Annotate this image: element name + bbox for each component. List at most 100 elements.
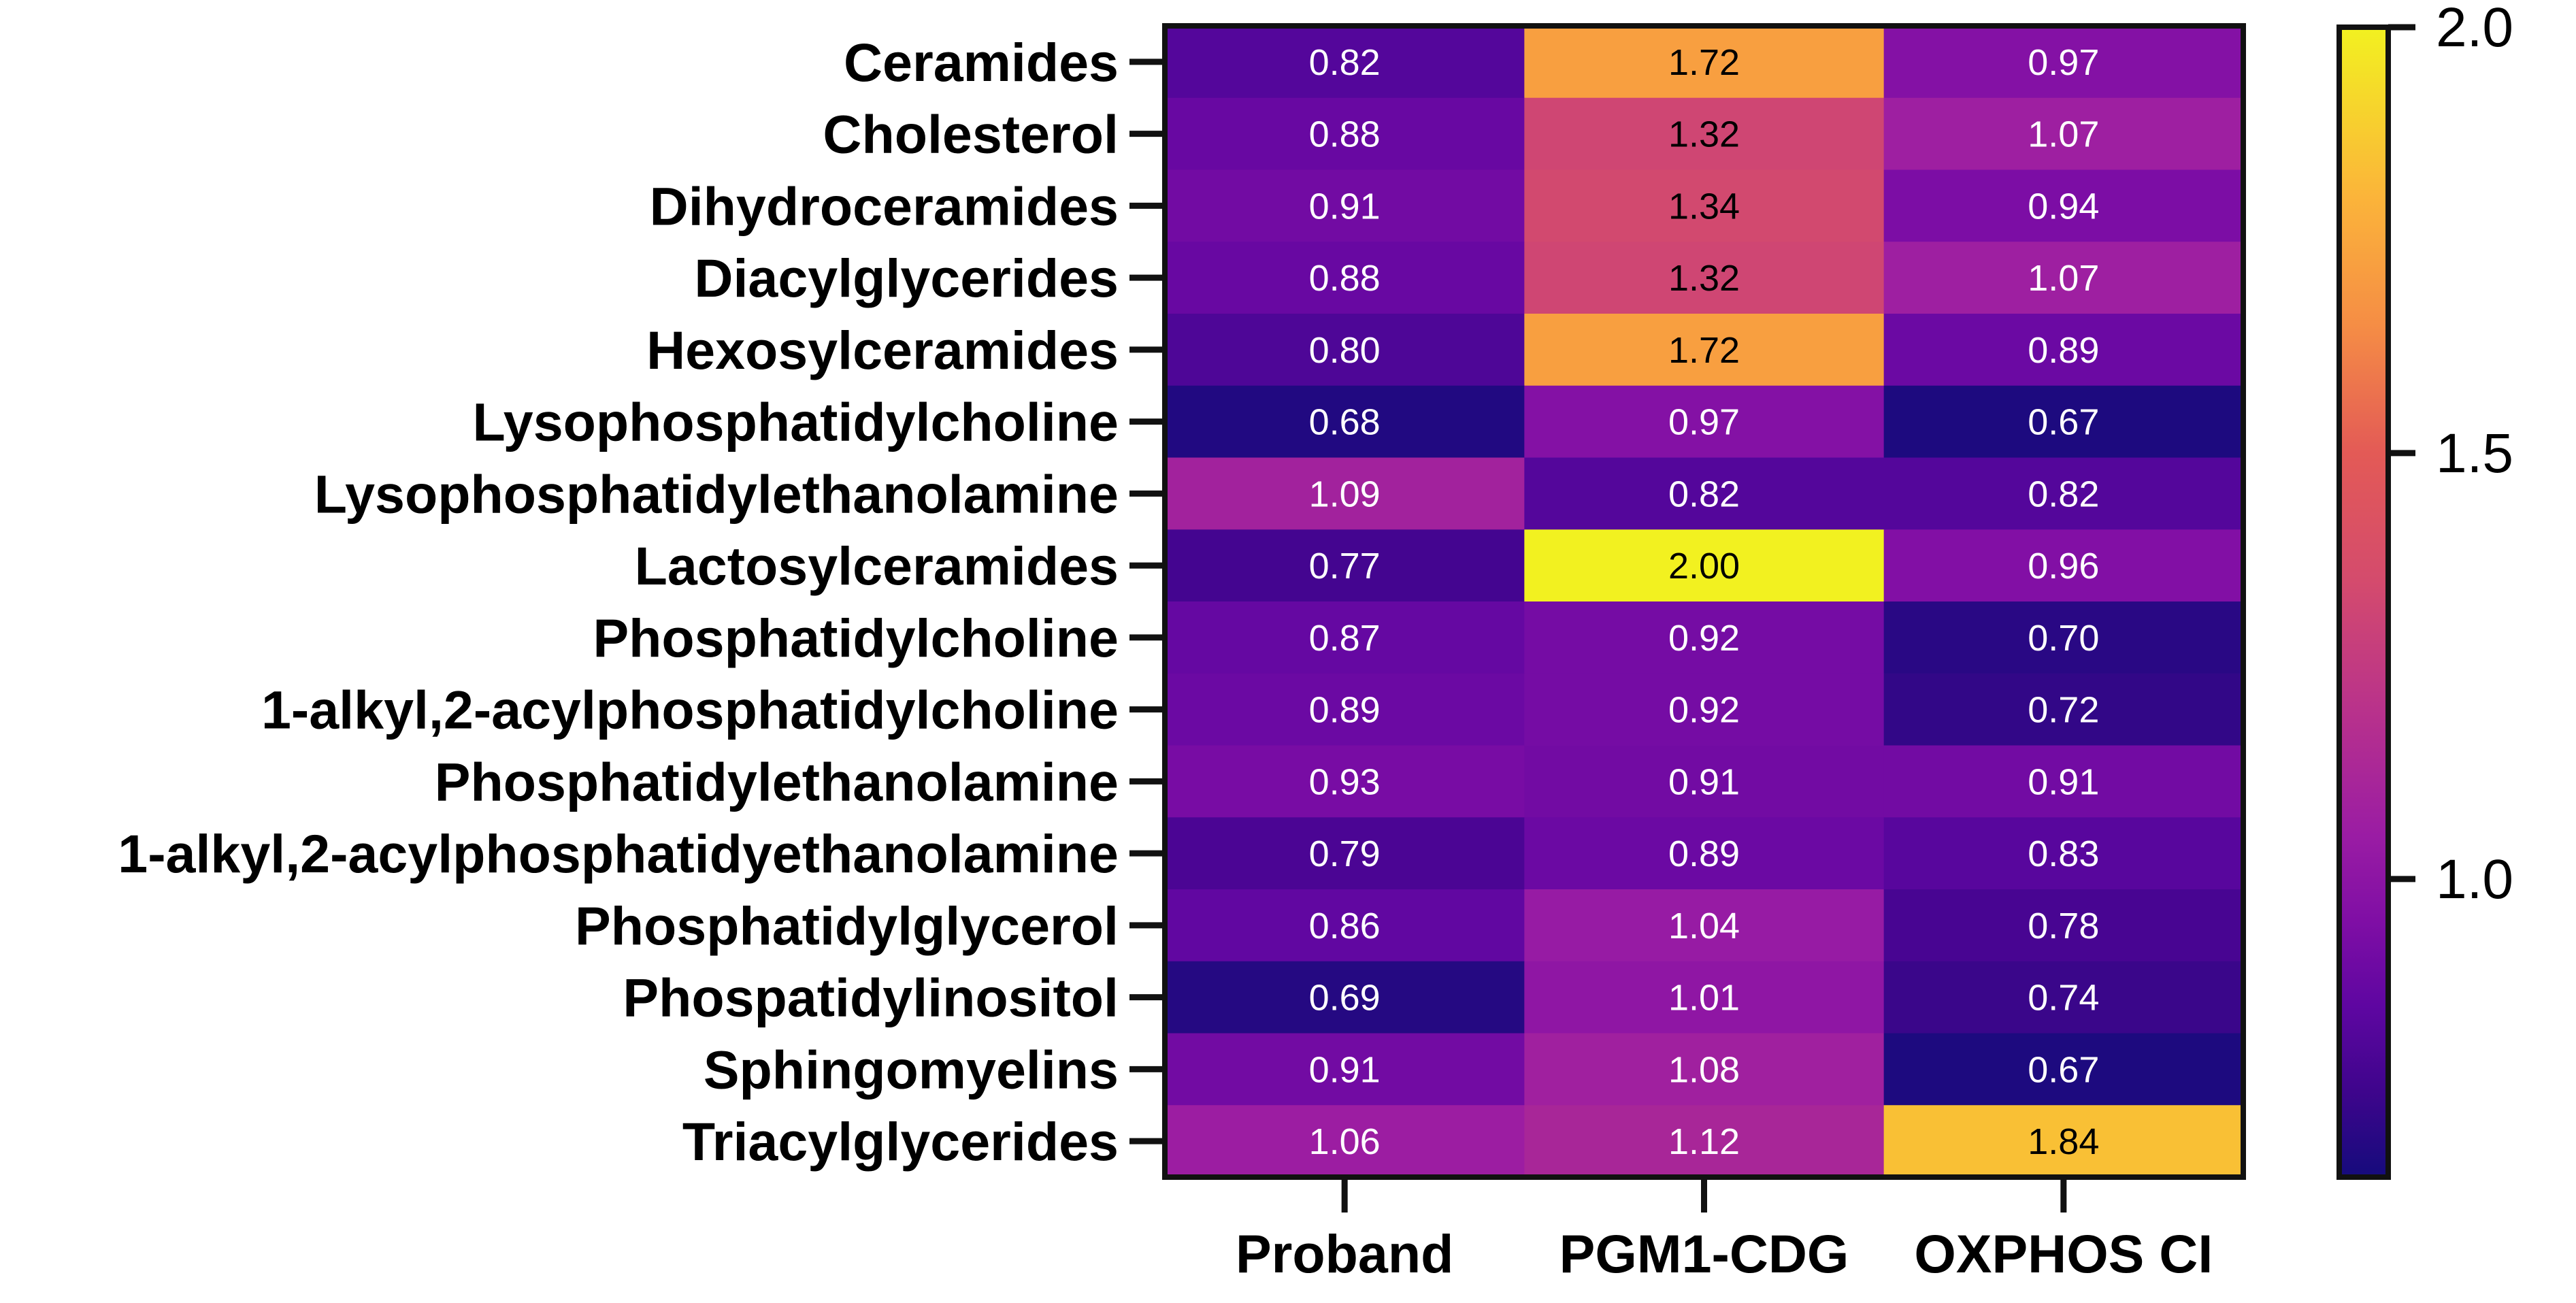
colorbar-gradient bbox=[2336, 24, 2391, 1180]
heatmap-cell bbox=[1524, 1105, 1885, 1178]
cell-value-label: 0.67 bbox=[2028, 402, 2099, 443]
row-axis: Ceramides Cholesterol Dihydroceramides Diac… bbox=[118, 32, 1165, 1172]
heatmap-cell bbox=[1165, 1033, 1525, 1106]
row-label: Phospatidylinositol bbox=[623, 968, 1119, 1028]
cell-value-label: 0.91 bbox=[1309, 186, 1381, 227]
cell-value-label: 0.68 bbox=[1309, 402, 1381, 443]
heatmap-cell bbox=[1883, 385, 2244, 459]
heatmap-cell bbox=[1883, 242, 2244, 314]
heatmap-cell bbox=[1883, 457, 2244, 530]
heatmap-cell bbox=[1165, 601, 1525, 674]
row-label: Diacylglycerides bbox=[694, 248, 1119, 308]
column-label: Proband bbox=[1236, 1223, 1453, 1284]
row-label: Phosphatidylcholine bbox=[593, 608, 1119, 668]
heatmap-cell bbox=[1165, 1105, 1525, 1178]
cell-value-label: 0.97 bbox=[1668, 402, 1740, 443]
row-label: 1-alkyl,2-acylphosphatidyethanolamine bbox=[118, 823, 1119, 884]
column-label: PGM1-CDG bbox=[1559, 1223, 1849, 1284]
cell-value-label: 1.09 bbox=[1309, 474, 1381, 514]
heatmap-cell bbox=[1883, 889, 2244, 962]
heatmap-cell bbox=[1165, 97, 1525, 171]
heatmap-cell bbox=[1883, 97, 2244, 171]
cell-value-label: 0.92 bbox=[1668, 618, 1740, 659]
column-axis: Proband PGM1-CDG OXPHOS CI bbox=[1236, 1177, 2213, 1284]
heatmap-cell bbox=[1883, 26, 2244, 99]
colorbar: 1.0 1.5 2.0 bbox=[2336, 0, 2513, 1180]
heatmap-cell bbox=[1883, 1033, 2244, 1106]
heatmap-cell bbox=[1165, 169, 1525, 242]
heatmap-cell bbox=[1883, 961, 2244, 1034]
cell-value-label: 0.67 bbox=[2028, 1049, 2099, 1090]
heatmap-cell bbox=[1165, 529, 1525, 602]
cell-value-label: 0.82 bbox=[1668, 474, 1740, 514]
heatmap-cells bbox=[1165, 26, 2244, 1178]
cell-value-label: 1.01 bbox=[1668, 978, 1740, 1019]
row-label: Lysophosphatidylethanolamine bbox=[314, 463, 1119, 524]
heatmap-cell bbox=[1524, 314, 1885, 386]
row-label: Hexosylceramides bbox=[646, 320, 1119, 380]
heatmap-cell bbox=[1165, 242, 1525, 314]
cell-value-label: 2.00 bbox=[1668, 546, 1740, 587]
heatmap-cell bbox=[1883, 673, 2244, 746]
heatmap-cell bbox=[1524, 457, 1885, 530]
cell-value-label: 0.80 bbox=[1309, 330, 1381, 371]
cell-value-label: 0.96 bbox=[2028, 546, 2099, 587]
cell-value-label: 0.91 bbox=[1668, 761, 1740, 802]
heatmap-cell bbox=[1524, 889, 1885, 962]
cell-value-label: 0.93 bbox=[1309, 761, 1381, 802]
heatmap-cell bbox=[1883, 314, 2244, 386]
cell-value-label: 0.91 bbox=[1309, 1049, 1381, 1090]
colorbar-tick-label: 2.0 bbox=[2436, 0, 2513, 59]
cell-value-label: 0.88 bbox=[1309, 114, 1381, 155]
cell-value-label: 1.34 bbox=[1668, 186, 1740, 227]
cell-value-label: 1.06 bbox=[1309, 1121, 1381, 1162]
heatmap-cell bbox=[1524, 673, 1885, 746]
row-label: 1-alkyl,2-acylphosphatidylcholine bbox=[261, 680, 1119, 740]
cell-value-label: 1.07 bbox=[2028, 114, 2099, 155]
cell-value-label: 0.83 bbox=[2028, 834, 2099, 874]
cell-value-label: 1.07 bbox=[2028, 258, 2099, 299]
row-label: Dihydroceramides bbox=[650, 176, 1119, 236]
heatmap-cell bbox=[1524, 385, 1885, 459]
heatmap-cell bbox=[1883, 601, 2244, 674]
heatmap-cell bbox=[1524, 601, 1885, 674]
colorbar-tick-label: 1.5 bbox=[2436, 423, 2513, 484]
cell-value-label: 0.70 bbox=[2028, 618, 2099, 659]
row-label: Phosphatidylglycerol bbox=[575, 895, 1119, 956]
cell-value-label: 0.86 bbox=[1309, 906, 1381, 946]
cell-value-label: 0.97 bbox=[2028, 42, 2099, 83]
cell-value-label: 1.08 bbox=[1668, 1049, 1740, 1090]
cell-value-label: 1.04 bbox=[1668, 906, 1740, 946]
row-label: Triacylglycerides bbox=[682, 1111, 1119, 1172]
cell-value-label: 0.92 bbox=[1668, 690, 1740, 731]
cell-value-label: 0.74 bbox=[2028, 978, 2099, 1019]
cell-value-label: 1.72 bbox=[1668, 42, 1740, 83]
row-label: Lysophosphatidylcholine bbox=[472, 392, 1119, 452]
colorbar-tick-label: 1.0 bbox=[2436, 848, 2513, 910]
cell-value-label: 0.89 bbox=[1668, 834, 1740, 874]
heatmap-cell bbox=[1883, 529, 2244, 602]
cell-value-label: 0.82 bbox=[2028, 474, 2099, 514]
cell-value-label: 0.79 bbox=[1309, 834, 1381, 874]
cell-value-label: 0.89 bbox=[2028, 330, 2099, 371]
heatmap-cell bbox=[1165, 314, 1525, 386]
heatmap-cell bbox=[1883, 1105, 2244, 1178]
heatmap-cell bbox=[1524, 26, 1885, 99]
cell-value-label: 0.72 bbox=[2028, 690, 2099, 731]
heatmap-cell bbox=[1165, 745, 1525, 818]
cell-value-label: 0.89 bbox=[1309, 690, 1381, 731]
heatmap-cell bbox=[1165, 817, 1525, 890]
heatmap-cell bbox=[1165, 457, 1525, 530]
row-label: Phosphatidylethanolamine bbox=[435, 751, 1119, 812]
heatmap-cell bbox=[1524, 169, 1885, 242]
cell-value-label: 0.88 bbox=[1309, 258, 1381, 299]
cell-value-label: 0.69 bbox=[1309, 978, 1381, 1019]
row-label: Sphingomyelins bbox=[704, 1039, 1119, 1100]
cell-value-label: 0.94 bbox=[2028, 186, 2099, 227]
cell-value-label: 1.72 bbox=[1668, 330, 1740, 371]
cell-value-labels: 0.82 1.72 0.97 0.88 1.32 1.07 0.91 1.34 0.94 0.88… bbox=[1309, 42, 2100, 1162]
cell-value-label: 1.32 bbox=[1668, 114, 1740, 155]
heatmap-cell bbox=[1883, 817, 2244, 890]
cell-value-label: 1.32 bbox=[1668, 258, 1740, 299]
